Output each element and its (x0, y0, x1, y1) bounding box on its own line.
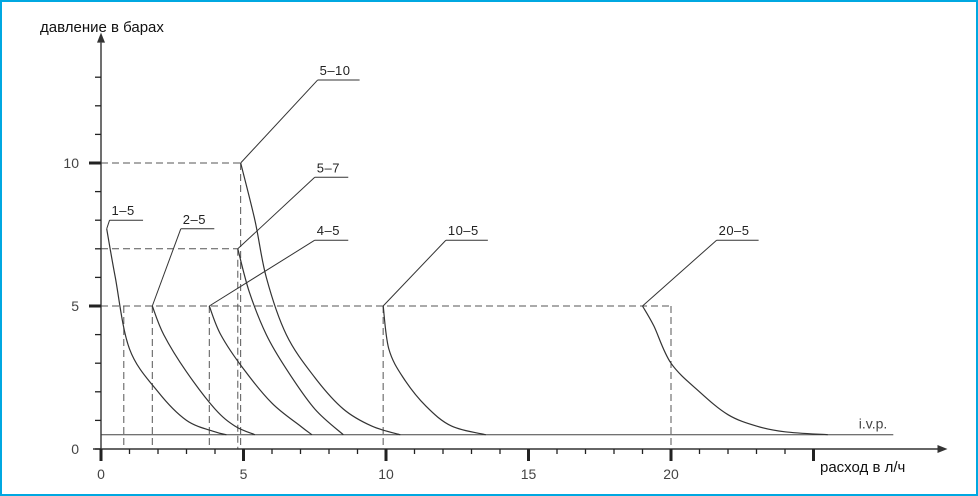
callout-leader-20-5 (642, 239, 717, 307)
baseline-group: i.v.p. (101, 416, 894, 436)
x-tick-label: 5 (240, 466, 248, 482)
callout-leader-1-5 (106, 220, 111, 229)
y-axis-title: давление в барах (40, 19, 164, 36)
y-ticks: 0 5 10 (63, 76, 101, 457)
curve-label-4-5: 4–5 (317, 223, 340, 238)
curve-label-10-5: 10–5 (448, 223, 479, 238)
curve-callouts: 1–5 2–5 4–5 5–7 5–10 10–5 20–5 (106, 63, 759, 307)
x-tick-label: 0 (97, 466, 105, 482)
curve-20-5 (641, 305, 828, 436)
callout-leader-5-10 (240, 79, 318, 164)
curve-label-5-7: 5–7 (317, 160, 340, 175)
curve-1-5 (106, 228, 227, 436)
callout-leader-5-7 (237, 176, 316, 250)
curve-label-2-5: 2–5 (183, 212, 206, 227)
ivp-label: i.v.p. (859, 416, 888, 432)
y-tick-label: 5 (71, 298, 79, 314)
curve-label-5-10: 5–10 (320, 63, 351, 78)
curve-4-5 (208, 305, 313, 436)
x-tick-label: 20 (663, 466, 679, 482)
curves (106, 162, 828, 436)
x-tick-label: 15 (521, 466, 537, 482)
curve-label-1-5: 1–5 (112, 203, 135, 218)
curve-5-7 (237, 248, 344, 436)
x-tick-label: 10 (378, 466, 394, 482)
curve-label-20-5: 20–5 (719, 223, 750, 238)
callout-leader-2-5 (151, 228, 182, 307)
callout-leader-10-5 (382, 239, 447, 307)
y-axis-arrow-icon (97, 32, 105, 43)
curve-10-5 (382, 305, 486, 436)
curve-5-10 (240, 162, 401, 436)
curve-2-5 (151, 305, 256, 436)
reference-lines (101, 162, 672, 449)
y-tick-label: 10 (63, 155, 79, 171)
x-ticks: 0 5 10 15 20 (97, 449, 815, 482)
y-tick-label: 0 (71, 441, 79, 457)
callout-leader-4-5 (209, 239, 316, 307)
axes (93, 32, 948, 455)
x-axis-arrow-icon (937, 445, 948, 453)
x-axis-title: расход в л/ч (820, 459, 905, 476)
